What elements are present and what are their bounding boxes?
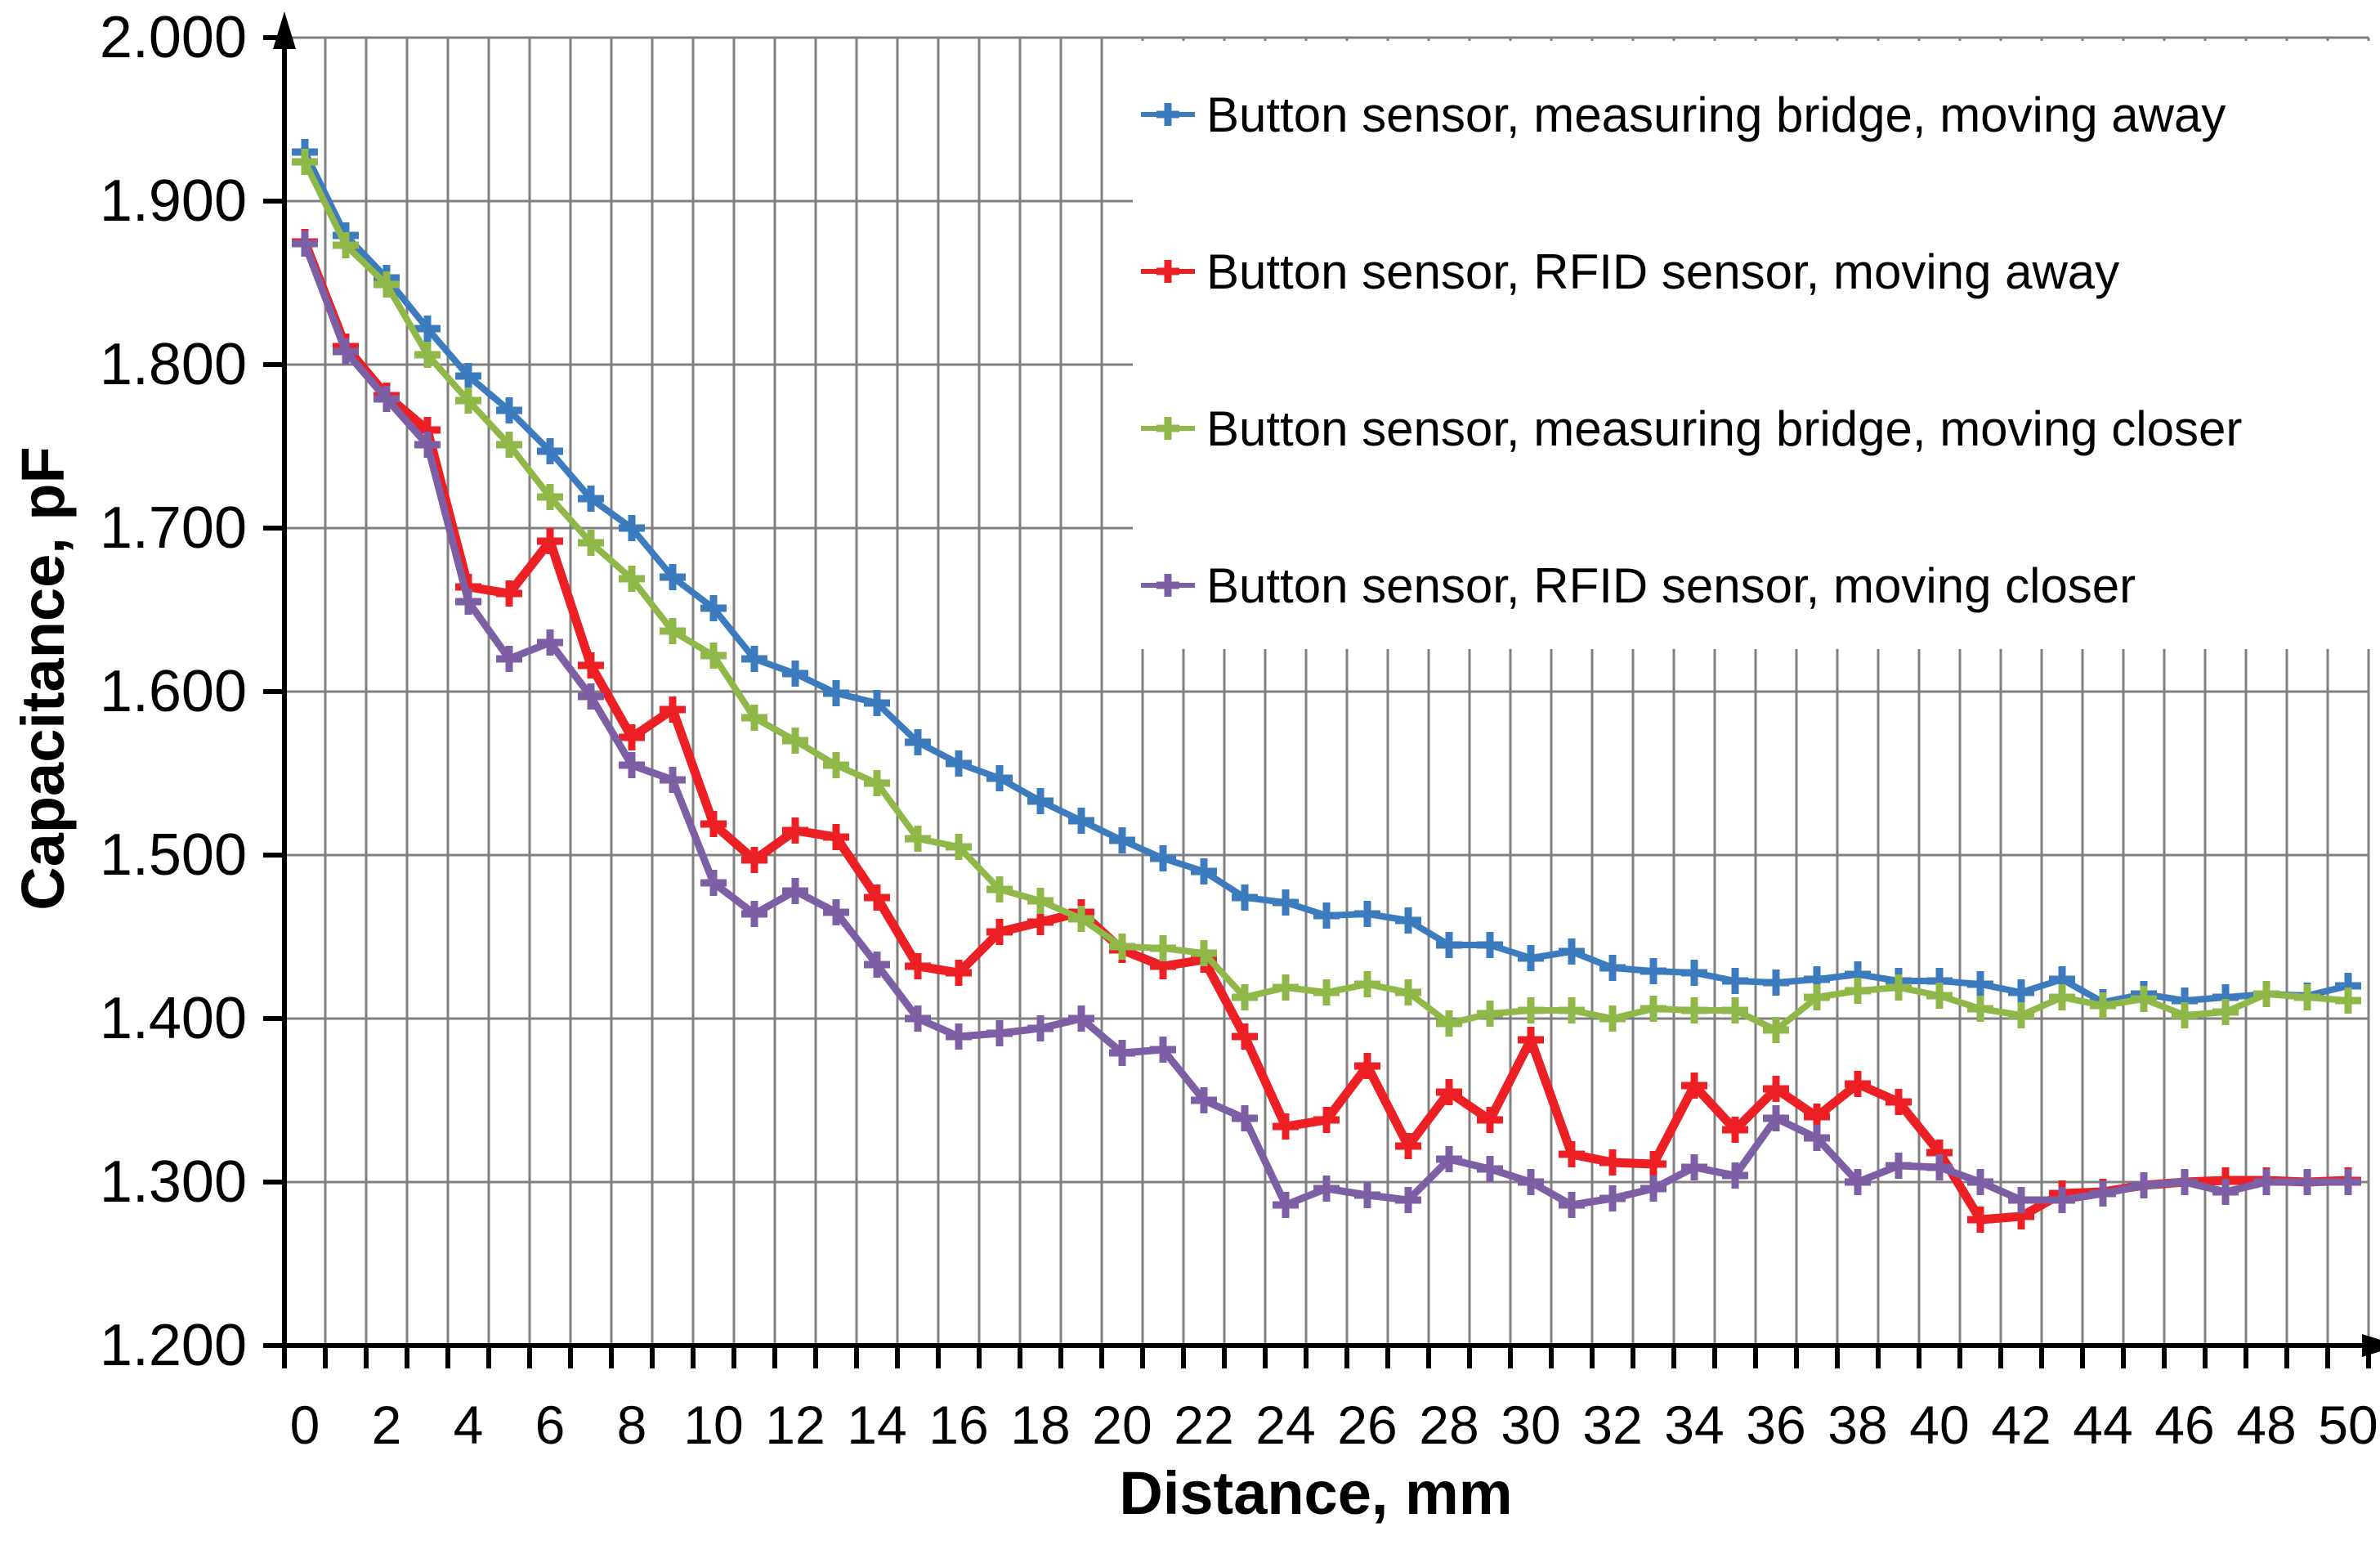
x-tick-label-38: 38 [1828, 1395, 1887, 1455]
y-tick-label-1.700: 1.700 [100, 495, 247, 561]
x-tick-label-24: 24 [1255, 1395, 1315, 1455]
legend: Button sensor, measuring bridge, moving … [1133, 41, 2380, 649]
legend-marker-plus-icon [1156, 260, 1179, 283]
x-tick-label-12: 12 [765, 1395, 825, 1455]
legend-background [1133, 41, 2380, 649]
x-tick-label-42: 42 [1991, 1395, 2051, 1455]
legend-item-0: Button sensor, measuring bridge, moving … [1141, 87, 2226, 142]
series-markers-3 [292, 231, 2361, 1218]
x-tick-label-2: 2 [372, 1395, 402, 1455]
legend-item-1: Button sensor, RFID sensor, moving away [1141, 244, 2119, 299]
y-tick-label-1.900: 1.900 [100, 168, 247, 234]
x-tick-label-50: 50 [2318, 1395, 2378, 1455]
x-axis-arrowhead [2362, 1334, 2380, 1357]
x-tick-label-16: 16 [928, 1395, 988, 1455]
y-axis-title: Capacitance, pF [9, 446, 77, 911]
legend-label-0: Button sensor, measuring bridge, moving … [1206, 87, 2226, 142]
x-tick-labels: 0 2 4 6 8 10 12 14 16 18 20 22 24 26 28 30 32 34 36 38 40 42 4… [290, 1395, 2378, 1455]
x-tick-label-0: 0 [290, 1395, 320, 1455]
axes [263, 33, 2372, 1368]
x-tick-label-22: 22 [1174, 1395, 1233, 1455]
x-tick-label-4: 4 [454, 1395, 484, 1455]
legend-label-3: Button sensor, RFID sensor, moving close… [1206, 558, 2136, 613]
x-tick-label-28: 28 [1419, 1395, 1479, 1455]
legend-marker-plus-icon [1156, 417, 1179, 440]
x-tick-label-26: 26 [1337, 1395, 1397, 1455]
x-tick-label-46: 46 [2154, 1395, 2214, 1455]
x-tick-label-8: 8 [617, 1395, 647, 1455]
x-tick-label-14: 14 [847, 1395, 906, 1455]
x-tick-label-34: 34 [1664, 1395, 1724, 1455]
y-tick-label-2.000: 2.000 [100, 5, 247, 70]
y-axis-arrowhead [273, 11, 296, 49]
x-tick-label-6: 6 [535, 1395, 566, 1455]
y-tick-label-1.500: 1.500 [100, 822, 247, 888]
x-tick-label-48: 48 [2236, 1395, 2296, 1455]
y-tick-label-1.800: 1.800 [100, 332, 247, 397]
x-tick-label-20: 20 [1092, 1395, 1152, 1455]
y-tick-label-1.400: 1.400 [100, 986, 247, 1051]
legend-item-3: Button sensor, RFID sensor, moving close… [1141, 558, 2136, 613]
legend-label-2: Button sensor, measuring bridge, moving … [1206, 401, 2242, 456]
x-tick-label-44: 44 [2073, 1395, 2132, 1455]
legend-marker-plus-icon [1156, 103, 1179, 126]
y-tick-labels: 2.000 1.900 1.800 1.700 1.600 1.500 1.400 1.300… [100, 5, 247, 1378]
legend-item-2: Button sensor, measuring bridge, moving … [1141, 401, 2242, 456]
x-tick-label-30: 30 [1501, 1395, 1560, 1455]
gridlines [284, 36, 2370, 1346]
legend-label-1: Button sensor, RFID sensor, moving away [1206, 244, 2119, 299]
x-tick-label-36: 36 [1746, 1395, 1805, 1455]
x-tick-label-40: 40 [1909, 1395, 1969, 1455]
x-tick-label-10: 10 [683, 1395, 743, 1455]
x-axis-title: Distance, mm [1119, 1459, 1512, 1527]
y-tick-label-1.200: 1.200 [100, 1313, 247, 1378]
y-tick-label-1.600: 1.600 [100, 659, 247, 724]
x-tick-label-32: 32 [1582, 1395, 1642, 1455]
x-tick-label-18: 18 [1010, 1395, 1070, 1455]
series-markers-2 [292, 149, 2361, 1043]
y-tick-label-1.300: 1.300 [100, 1149, 247, 1215]
series-group [292, 139, 2361, 1233]
legend-marker-plus-icon [1156, 574, 1179, 597]
